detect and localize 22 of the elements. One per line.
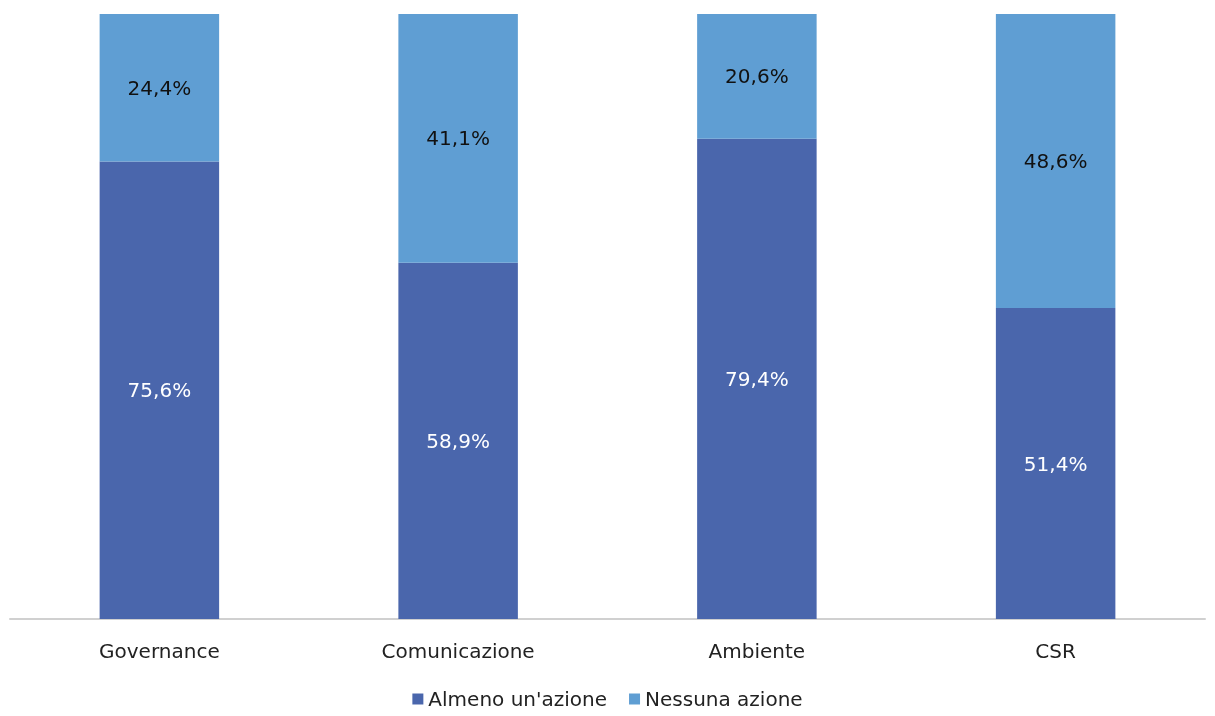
bar: [995, 14, 1116, 309]
x-tick-label: Ambiente: [708, 639, 806, 663]
x-tick-label: CSR: [1035, 639, 1076, 663]
bar: [99, 14, 220, 162]
legend-label: Nessuna azione: [645, 687, 803, 711]
data-label: 51,4%: [1023, 451, 1088, 476]
bar: [398, 14, 518, 263]
bar: [995, 308, 1116, 619]
legend-label: Almeno un'azione: [428, 687, 608, 711]
data-label: 58,9%: [426, 428, 490, 453]
bar: [697, 138, 817, 619]
data-label: 20,6%: [725, 64, 789, 89]
data-label: 75,6%: [127, 378, 192, 403]
data-label: 48,6%: [1023, 149, 1088, 174]
x-tick-label: Comunicazione: [381, 639, 535, 663]
bar: [398, 262, 518, 619]
data-label: 24,4%: [127, 75, 192, 100]
bar: [99, 161, 220, 619]
x-tick-label: Governance: [99, 639, 220, 663]
data-label: 41,1%: [426, 126, 490, 151]
bar: [697, 14, 817, 139]
data-label: 79,4%: [725, 366, 789, 391]
